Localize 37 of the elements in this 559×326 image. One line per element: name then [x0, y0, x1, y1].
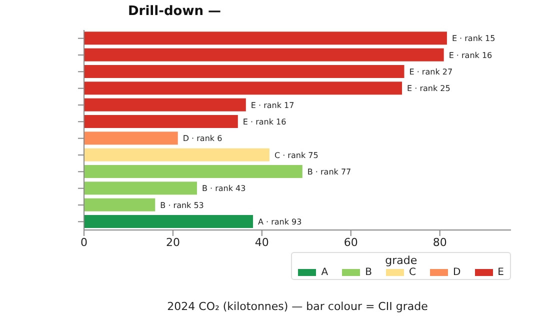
data-label: A · rank 93	[258, 218, 302, 226]
chart-title: Drill-down —	[128, 4, 221, 19]
data-label: E · rank 16	[242, 118, 286, 126]
x-axis-title: 2024 CO₂ (kilotonnes) — bar colour = CII grade	[167, 300, 428, 313]
data-label: E · rank 27	[409, 68, 453, 76]
legend-label: D	[452, 267, 461, 278]
data-label: D · rank 6	[182, 134, 222, 144]
legend-title: grade	[384, 254, 418, 267]
bar	[84, 65, 404, 78]
legend-label: E	[496, 267, 504, 278]
data-label: B · rank 43	[202, 184, 246, 194]
bar	[84, 32, 447, 45]
bar	[84, 215, 254, 228]
data-label: E · rank 16	[448, 50, 492, 60]
x-tick-label: 60	[344, 236, 358, 249]
bar	[84, 132, 178, 145]
bar	[84, 82, 402, 95]
data-label: B · rank 53	[160, 200, 204, 210]
legend-label: B	[364, 267, 372, 278]
data-label: E · rank 15	[452, 34, 496, 44]
x-tick-label: 80	[432, 236, 447, 249]
x-tick-label: 20	[166, 236, 180, 249]
bar	[84, 182, 197, 195]
data-label: E · rank 25	[407, 84, 450, 94]
data-label: B · rank 77	[307, 168, 352, 176]
legend-label: C	[408, 267, 416, 278]
bar	[84, 98, 246, 112]
x-tick-label: 0	[80, 236, 88, 249]
x-tick-label: 40	[254, 236, 269, 249]
data-label: C · rank 75	[274, 150, 318, 160]
data-label: E · rank 17	[250, 100, 294, 110]
bar	[84, 48, 444, 62]
legend-label: A	[320, 267, 328, 278]
bar	[84, 198, 156, 212]
bar	[84, 148, 270, 162]
bar	[84, 165, 302, 178]
bar	[84, 115, 238, 128]
